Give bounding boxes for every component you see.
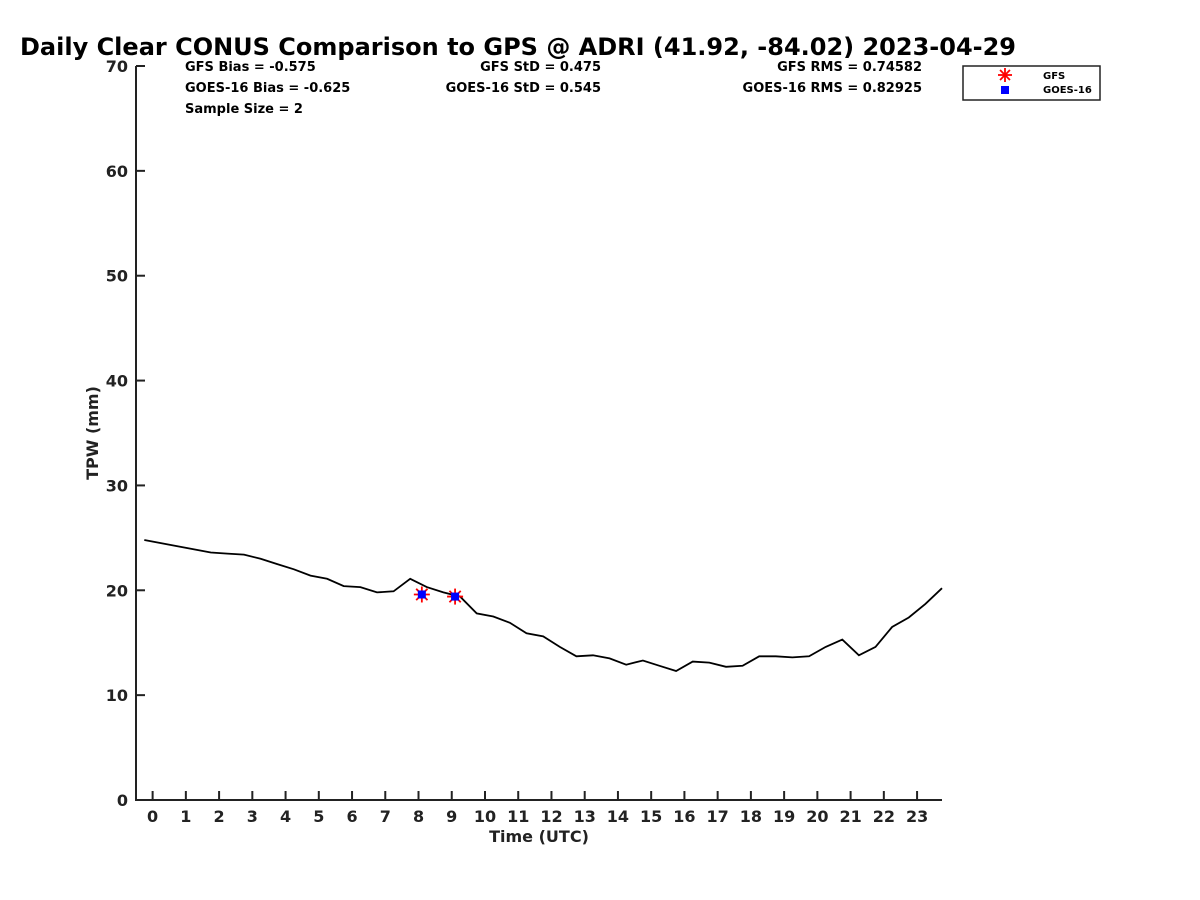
goes-bias-stat: GOES-16 Bias = -0.625 xyxy=(185,81,350,96)
y-tick-label: 10 xyxy=(106,686,128,705)
x-tick-label: 18 xyxy=(740,807,762,826)
x-tick-label: 13 xyxy=(574,807,596,826)
y-axis-label: TPW (mm) xyxy=(83,386,102,480)
y-tick-label: 50 xyxy=(106,267,128,286)
x-tick-label: 21 xyxy=(839,807,861,826)
comparison-markers xyxy=(413,586,464,605)
gps-series-line xyxy=(144,539,943,672)
y-ticks: 0 10 20 30 40 50 60 70 xyxy=(106,57,145,810)
x-tick-label: 10 xyxy=(474,807,496,826)
x-tick-label: 17 xyxy=(707,807,729,826)
x-tick-label: 3 xyxy=(247,807,258,826)
x-tick-label: 5 xyxy=(313,807,324,826)
legend-gfs-marker xyxy=(998,68,1012,82)
axes xyxy=(135,66,942,801)
legend-gfs-asterisk xyxy=(998,68,1012,82)
chart-title: Daily Clear CONUS Comparison to GPS @ AD… xyxy=(20,33,1016,61)
x-tick-label: 1 xyxy=(180,807,191,826)
x-tick-label: 8 xyxy=(413,807,424,826)
legend: GFS GOES-16 xyxy=(962,65,1101,101)
goes16-point xyxy=(451,592,460,601)
gfs-bias-stat: GFS Bias = -0.575 xyxy=(185,60,316,75)
gfs-std-stat: GFS StD = 0.475 xyxy=(480,60,601,75)
legend-box xyxy=(962,65,1101,101)
legend-gfs-label: GFS xyxy=(1043,71,1065,82)
y-tick-label: 30 xyxy=(106,476,128,495)
y-tick-label: 40 xyxy=(106,372,128,391)
x-tick-label: 6 xyxy=(346,807,357,826)
stats-block: GFS Bias = -0.575 GOES-16 Bias = -0.625 … xyxy=(185,60,922,117)
x-tick-label: 22 xyxy=(873,807,895,826)
x-tick-label: 16 xyxy=(673,807,695,826)
x-ticks: 0 1 2 3 4 5 6 7 8 9 10 11 12 13 14 15 16 17 18 19 20 21 22 23 xyxy=(147,791,928,826)
gfs-rms-stat: GFS RMS = 0.74582 xyxy=(777,60,922,75)
x-tick-label: 4 xyxy=(280,807,291,826)
x-tick-label: 20 xyxy=(806,807,828,826)
y-tick-label: 20 xyxy=(106,581,128,600)
goes-std-stat: GOES-16 StD = 0.545 xyxy=(446,81,601,96)
x-tick-label: 2 xyxy=(214,807,225,826)
sample-size-stat: Sample Size = 2 xyxy=(185,102,303,117)
goes16-point xyxy=(417,590,426,599)
legend-goes16-label: GOES-16 xyxy=(1043,85,1092,96)
y-tick-label: 70 xyxy=(106,57,128,76)
x-tick-label: 12 xyxy=(540,807,562,826)
goes-rms-stat: GOES-16 RMS = 0.82925 xyxy=(743,81,922,96)
x-tick-label: 23 xyxy=(906,807,928,826)
x-tick-label: 19 xyxy=(773,807,795,826)
x-tick-label: 7 xyxy=(380,807,391,826)
x-tick-label: 9 xyxy=(446,807,457,826)
x-tick-label: 15 xyxy=(640,807,662,826)
x-tick-label: 11 xyxy=(507,807,529,826)
x-tick-label: 14 xyxy=(607,807,629,826)
x-tick-label: 0 xyxy=(147,807,158,826)
y-tick-label: 0 xyxy=(117,791,128,810)
x-axis-label: Time (UTC) xyxy=(489,827,589,846)
y-tick-label: 60 xyxy=(106,162,128,181)
legend-goes16-marker xyxy=(1001,86,1009,94)
